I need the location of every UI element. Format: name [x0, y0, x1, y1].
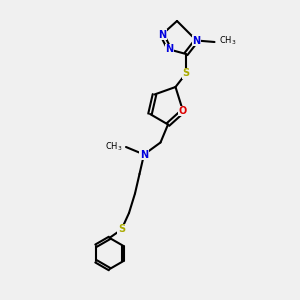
Text: CH$_3$: CH$_3$ [219, 34, 236, 47]
Text: S: S [118, 224, 125, 235]
Text: N: N [158, 29, 166, 40]
Text: S: S [182, 68, 190, 79]
Text: N: N [165, 44, 174, 55]
Text: N: N [140, 149, 148, 160]
Text: N: N [192, 35, 201, 46]
Text: CH$_3$: CH$_3$ [106, 141, 123, 153]
Text: O: O [179, 106, 187, 116]
